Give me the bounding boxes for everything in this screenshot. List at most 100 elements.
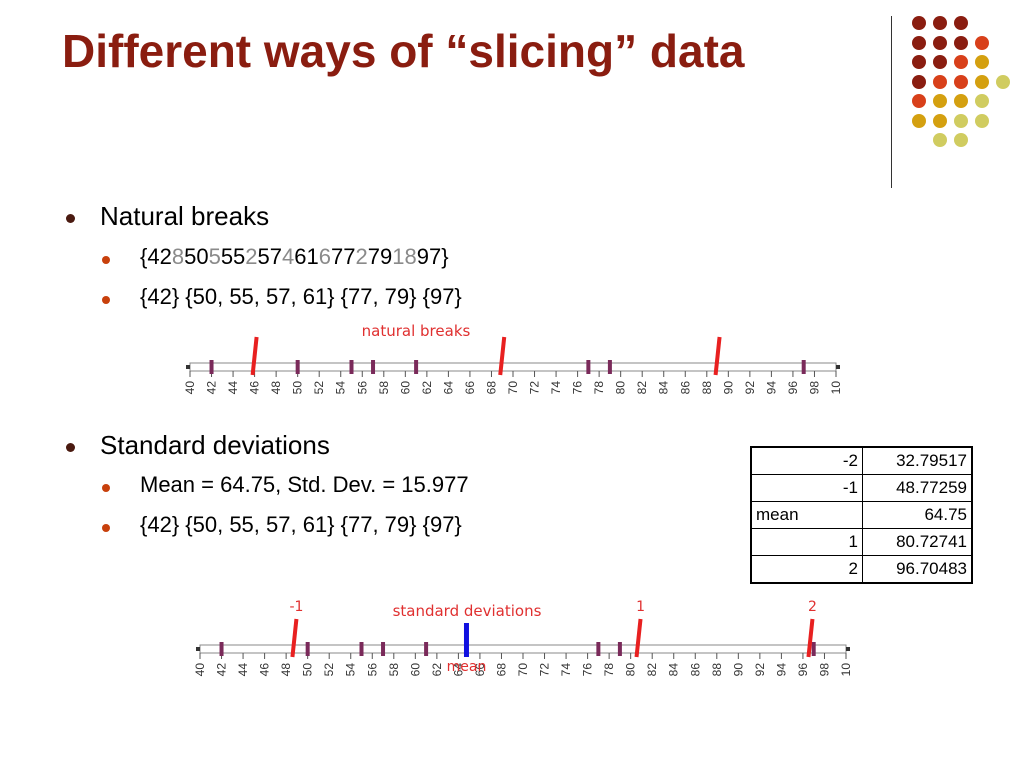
bullet-natural-breaks: Natural breaks: [100, 201, 270, 231]
axis-tick-label: 68: [494, 663, 508, 677]
decorative-dot: [975, 94, 989, 108]
axis-tick-label: 70: [516, 663, 530, 677]
chart-title: standard deviations: [393, 602, 542, 620]
sd-table-value: 32.79517: [862, 446, 973, 475]
sd-table-row: 1 80.72741: [750, 528, 973, 556]
sd-line-label: -1: [289, 599, 303, 615]
sd-table-key: 2: [750, 555, 863, 584]
decorative-dot: [933, 113, 947, 128]
decorative-dot: [912, 94, 926, 108]
sd-table-value: 96.70483: [862, 555, 973, 584]
sd-table: -2 32.79517 -1 48.77259 mean 64.75 1 80.72741 2 9…: [750, 446, 973, 584]
axis-tick-label: 86: [688, 663, 702, 677]
axis-tick-label: 74: [559, 663, 573, 677]
data-point-marker: [305, 642, 310, 656]
break-line: [250, 336, 259, 376]
data-point-marker: [209, 360, 214, 374]
axis-tick-label: 84: [657, 381, 671, 395]
decorative-dot: [933, 74, 947, 89]
axis-tick-label: 56: [355, 381, 369, 395]
sequence-gap: 4: [282, 244, 295, 269]
decorative-dot: [954, 133, 968, 147]
axis-tick-label: 98: [807, 381, 821, 395]
axis-bar: [199, 644, 847, 654]
data-point-marker: [295, 360, 300, 374]
decorative-dot: [975, 113, 989, 128]
axis-tick-label: 88: [710, 663, 724, 677]
axis-tick-label: 96: [786, 381, 800, 395]
sd-table-value: 80.72741: [862, 528, 973, 556]
decorative-dot: [933, 16, 947, 30]
axis-tick-label: 64: [441, 381, 455, 395]
decorative-dot: [954, 74, 968, 89]
sd-table-row: mean 64.75: [750, 501, 973, 529]
axis-end-marker: [836, 365, 840, 369]
break-line: [498, 336, 507, 376]
natural-breaks-svg: 40 42 44 46 48 50 52 54 56 58 60 62 64 66 68 70 72 74 76 78…: [183, 322, 843, 395]
sequence-gap: 5: [208, 244, 221, 269]
axis-tick-label: 52: [322, 663, 336, 677]
axis-tick-label: 46: [258, 663, 272, 677]
decorative-dot: [954, 35, 968, 50]
axis-tick-label: 98: [817, 663, 831, 677]
decorative-dot: [933, 35, 947, 50]
axis-tick-label: 40: [193, 663, 207, 677]
bullet-icon: [66, 443, 75, 452]
sd-line: [806, 618, 815, 658]
data-point-marker: [371, 360, 376, 374]
standard-deviations-svg: 40 42 44 46 48 50 52 54 56 58 60 62 64 66 68 70 72 74 76 78…: [193, 599, 853, 677]
bullet-sd-groups: {42} {50, 55, 57, 61} {77, 79} {97}: [140, 512, 462, 537]
axis-end-marker: [846, 647, 850, 651]
axis-tick-label: 88: [700, 381, 714, 395]
data-point-marker: [811, 642, 816, 656]
axis-tick-label: 78: [602, 663, 616, 677]
sd-table-key: 1: [750, 528, 863, 556]
axis-tick-label: 10: [839, 663, 853, 677]
decorative-dot: [912, 55, 926, 69]
bullet-natural-groups: {42} {50, 55, 57, 61} {77, 79} {97}: [140, 284, 462, 309]
axis-tick-label: 44: [236, 663, 250, 677]
data-point-marker: [219, 642, 224, 656]
sequence-value: 50: [184, 244, 209, 269]
sequence-value: 55: [220, 244, 246, 269]
data-point-marker: [349, 360, 354, 374]
axis-tick-label: 80: [614, 381, 628, 395]
decorative-dot: [996, 74, 1010, 89]
axis-tick-label: 72: [538, 663, 552, 677]
axis-tick-label: 44: [226, 381, 240, 395]
axis-tick-label: 86: [678, 381, 692, 395]
axis-tick-label: 76: [581, 663, 595, 677]
axis-tick-label: 10: [829, 381, 843, 395]
sd-line: [290, 618, 299, 658]
axis-tick-label: 96: [796, 663, 810, 677]
decorative-dot: [912, 113, 926, 128]
axis-tick-label: 66: [473, 663, 487, 677]
sequence-value: 77: [331, 244, 356, 269]
sd-table-key: mean: [750, 501, 863, 529]
axis-tick-label: 82: [635, 381, 649, 395]
axis-bar: [189, 362, 837, 372]
axis-tick-label: 60: [408, 663, 422, 677]
axis-tick-label: 42: [205, 381, 219, 395]
bullet-icon: [66, 214, 75, 223]
sd-line-label: 2: [808, 599, 817, 615]
sequence-value: 61: [294, 244, 319, 269]
axis-tick-label: 78: [592, 381, 606, 395]
sequence-gap: 8: [171, 244, 185, 269]
data-point-marker: [607, 360, 612, 374]
decorative-dot: [954, 113, 968, 128]
decorative-dot: [912, 16, 926, 30]
axis-tick-label: 76: [571, 381, 585, 395]
data-point-marker: [801, 360, 806, 374]
axis-tick-label: 66: [463, 381, 477, 395]
axis-tick-label: 62: [420, 381, 434, 395]
axis-tick-label: 60: [398, 381, 412, 395]
axis-tick-label: 82: [645, 663, 659, 677]
axis-tick-label: 80: [624, 663, 638, 677]
title-divider: [891, 16, 892, 188]
sd-table-value: 48.77259: [862, 474, 973, 502]
decorative-dot: [954, 16, 968, 30]
axis-end-marker: [196, 647, 200, 651]
sequence-close: }: [441, 244, 449, 269]
axis-tick-label: 64: [451, 663, 465, 677]
